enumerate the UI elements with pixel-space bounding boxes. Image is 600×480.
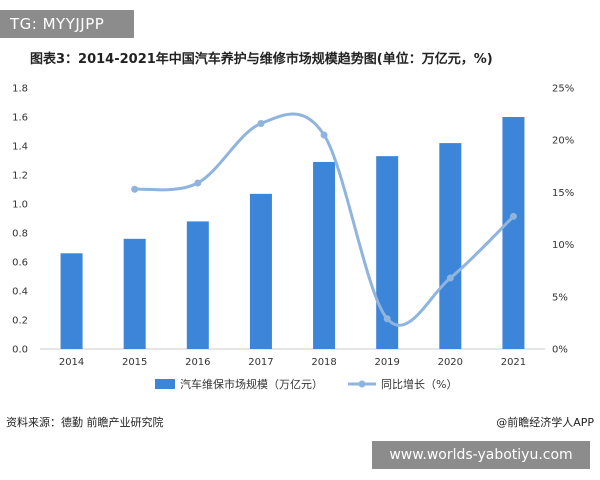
y-right-tick-label: 15% <box>552 188 574 199</box>
legend-line-marker <box>358 380 366 388</box>
x-tick-label: 2016 <box>185 357 210 368</box>
bar <box>186 221 209 349</box>
y-left-tick-label: 1.8 <box>12 84 28 95</box>
y-right-tick-label: 0% <box>552 345 568 356</box>
x-tick-label: 2018 <box>311 357 336 368</box>
growth-point <box>446 274 454 282</box>
y-left-tick-label: 1.2 <box>12 171 28 182</box>
y-left-tick-label: 0.0 <box>12 345 28 356</box>
bar <box>376 156 399 349</box>
growth-point <box>131 185 139 193</box>
x-tick-label: 2019 <box>374 357 399 368</box>
growth-point <box>194 179 202 187</box>
legend-bar-label: 汽车维保市场规模（万亿元） <box>180 377 323 391</box>
bar <box>439 143 462 349</box>
y-right-tick-label: 5% <box>552 292 568 303</box>
publisher-note: @前瞻经济学人APP <box>496 416 594 429</box>
x-tick-label: 2015 <box>122 357 147 368</box>
x-tick-label: 2021 <box>501 357 526 368</box>
y-left-tick-label: 0.4 <box>12 287 28 298</box>
y-left-tick-label: 1.0 <box>12 200 28 211</box>
url-banner: www.worlds-yabotiyu.com <box>372 441 590 469</box>
legend-line-label: 同比增长（%） <box>381 377 457 391</box>
y-left-tick-label: 0.2 <box>12 316 28 327</box>
bar <box>249 193 272 349</box>
growth-point <box>320 131 328 139</box>
y-right-tick-label: 20% <box>552 136 574 147</box>
growth-point <box>257 119 265 127</box>
bar <box>123 238 146 349</box>
y-left-tick-label: 1.4 <box>12 142 28 153</box>
bar <box>60 253 83 349</box>
y-right-tick-label: 25% <box>552 84 574 95</box>
source-note: 资料来源：德勤 前瞻产业研究院 <box>6 416 164 429</box>
x-tick-label: 2017 <box>248 357 273 368</box>
overlay-tag: TG: MYYJJPP <box>0 10 134 38</box>
x-tick-label: 2020 <box>438 357 463 368</box>
bar <box>313 161 336 349</box>
y-left-tick-label: 1.6 <box>12 113 28 124</box>
growth-point <box>383 315 391 323</box>
bar <box>502 117 525 349</box>
legend-bar-swatch <box>155 379 175 389</box>
growth-point <box>509 212 517 220</box>
y-left-tick-label: 0.6 <box>12 258 28 269</box>
chart-canvas: 0.0 0.2 0.4 0.6 0.8 1.0 1.2 1.4 1.6 1.8 0% 5% 10% 15%… <box>12 84 574 392</box>
x-tick-label: 2014 <box>59 357 84 368</box>
y-left-tick-label: 0.8 <box>12 229 28 240</box>
y-right-tick-label: 10% <box>552 240 574 251</box>
chart-title: 图表3：2014-2021年中国汽车养护与维修市场规模趋势图(单位：万亿元，%) <box>30 52 493 67</box>
